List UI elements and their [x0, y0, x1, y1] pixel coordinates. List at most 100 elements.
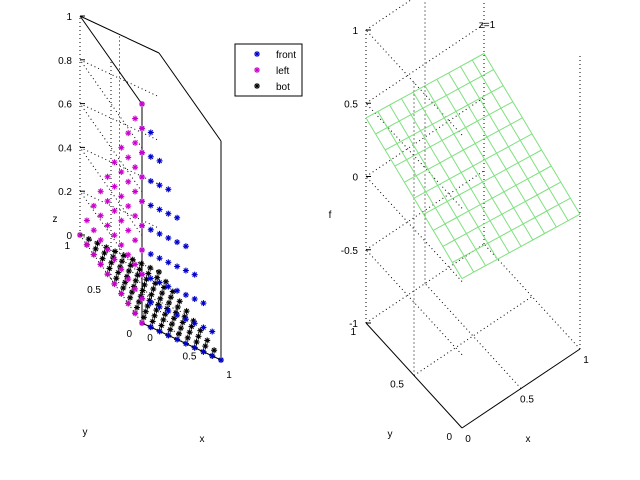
- point-bot: [162, 311, 169, 318]
- y-tick-label: 0.5: [390, 380, 404, 391]
- point-left: [111, 256, 118, 263]
- mesh-line: [365, 117, 463, 279]
- point-front: [200, 324, 207, 331]
- point-left: [125, 154, 132, 161]
- mesh-line: [394, 101, 514, 167]
- point-front: [191, 296, 198, 302]
- point-left: [111, 232, 118, 239]
- point-left: [83, 217, 90, 224]
- plot2-labels: -1 -0.5 0 0.5 1 0 0.5 1 0 0.5 1 f x y z=1: [329, 20, 590, 445]
- point-bot: [161, 284, 167, 291]
- z-tick-label: 0.2: [58, 187, 72, 198]
- point-front: [182, 340, 189, 347]
- point-left: [104, 271, 111, 278]
- point-bot: [169, 321, 176, 327]
- point-left: [104, 222, 111, 229]
- legend: front left bot: [234, 43, 303, 97]
- plot2-title: z=1: [479, 20, 496, 31]
- x-axis-label: x: [200, 434, 205, 445]
- grid-line: [79, 234, 160, 273]
- point-bot: [162, 278, 169, 285]
- box-edge: [158, 52, 222, 142]
- point-left: [111, 159, 118, 166]
- point-front: [209, 328, 216, 335]
- point-front: [191, 271, 198, 278]
- x-tick-label: 0.5: [520, 395, 534, 406]
- z-tick-label: 0: [352, 173, 358, 184]
- point-left: [132, 261, 139, 268]
- point-left: [118, 217, 125, 224]
- point-left: [139, 125, 145, 132]
- point-left: [97, 261, 104, 268]
- point-front: [165, 283, 172, 290]
- x-tick-label: 0: [465, 434, 471, 445]
- z-tick-label: 0.5: [344, 99, 358, 110]
- point-left: [118, 266, 125, 273]
- point-bot: [148, 291, 155, 298]
- point-bot: [99, 255, 106, 262]
- point-front: [156, 206, 163, 213]
- point-bot: [112, 248, 119, 255]
- y-tick-label: 0: [446, 432, 452, 443]
- point-left: [97, 188, 104, 195]
- surface-mesh: [365, 53, 581, 280]
- point-left: [90, 251, 97, 258]
- point-bot: [142, 308, 149, 315]
- point-bot: [183, 308, 190, 315]
- point-front: [147, 226, 154, 233]
- point-front: [218, 357, 224, 363]
- point-bot: [136, 266, 143, 273]
- point-front: [156, 328, 163, 335]
- legend-marker-left: [254, 67, 260, 73]
- point-bot: [150, 286, 157, 292]
- point-bot: [193, 339, 200, 345]
- point-bot: [152, 280, 159, 287]
- point-bot: [156, 269, 162, 275]
- point-bot: [195, 333, 202, 340]
- x-tick-label: 0: [147, 333, 153, 344]
- point-bot: [134, 304, 140, 311]
- point-left: [125, 251, 132, 258]
- point-left: [139, 247, 145, 253]
- point-bot: [177, 325, 184, 332]
- grid-line: [424, 283, 522, 389]
- point-left: [111, 280, 118, 287]
- point-bot: [85, 236, 92, 243]
- legend-label-front: front: [276, 50, 296, 61]
- point-front: [156, 182, 163, 189]
- point-bot: [169, 288, 176, 295]
- grid-line: [79, 103, 160, 142]
- mesh-line: [448, 72, 546, 234]
- point-front: [156, 230, 163, 237]
- point-bot: [211, 347, 218, 354]
- y-tick-label: 1: [350, 327, 356, 338]
- z-tick-label: 1: [352, 26, 358, 37]
- point-bot: [127, 294, 134, 301]
- point-front: [156, 279, 163, 286]
- z-tick-label: -0.5: [341, 246, 359, 257]
- point-bot: [143, 276, 150, 283]
- point-left: [132, 164, 139, 171]
- point-bot: [149, 318, 156, 325]
- box-edge: [141, 322, 222, 361]
- z-tick-label: -1: [349, 319, 358, 330]
- point-bot: [157, 295, 164, 302]
- box-edge: [79, 15, 143, 105]
- point-left: [83, 241, 90, 248]
- mesh-line: [436, 79, 534, 241]
- legend-marker-front: [254, 51, 260, 57]
- point-front: [156, 157, 163, 164]
- point-bot: [119, 258, 125, 265]
- point-bot: [186, 329, 193, 336]
- point-front: [182, 316, 189, 323]
- point-bot: [144, 303, 151, 309]
- legend-box: [234, 43, 303, 97]
- point-bot: [179, 319, 186, 326]
- z-tick-label: 0: [66, 231, 72, 242]
- z-tick-label: 0.6: [58, 100, 72, 111]
- z-tick-label: 0.8: [58, 56, 72, 67]
- mesh-line: [375, 69, 494, 135]
- point-left: [139, 271, 145, 278]
- point-front: [191, 320, 198, 327]
